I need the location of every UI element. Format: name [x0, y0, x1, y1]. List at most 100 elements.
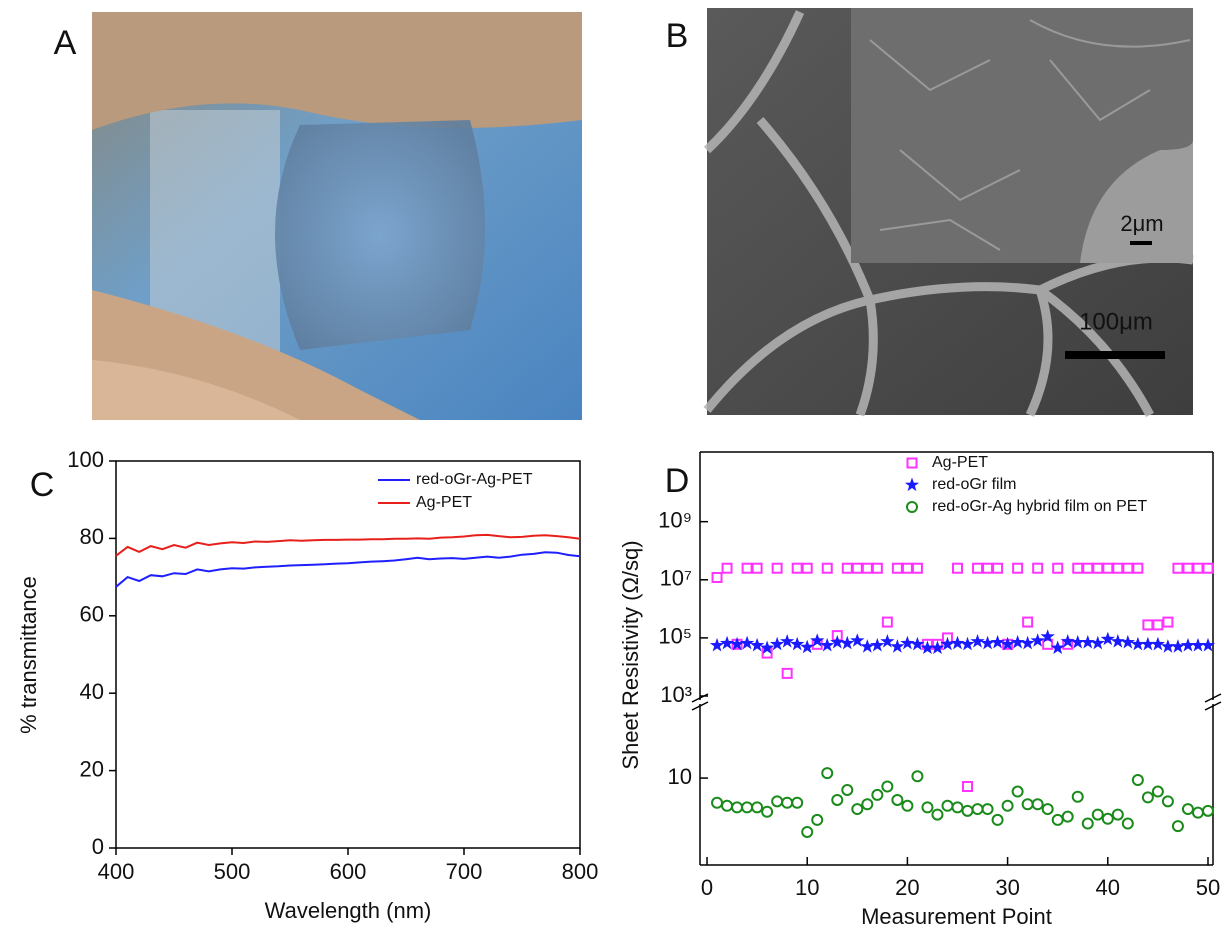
data-point [1180, 637, 1196, 652]
data-point [961, 804, 974, 817]
data-point [1100, 631, 1115, 646]
data-point [1112, 562, 1124, 574]
data-point [821, 767, 834, 780]
data-point [1150, 636, 1165, 651]
legend-label: Ag-PET [932, 454, 988, 471]
y-tick-label: 100 [67, 447, 104, 472]
data-point [741, 801, 754, 814]
data-point [721, 562, 733, 574]
x-tick-label: 50 [1196, 875, 1220, 900]
data-point [861, 798, 874, 811]
data-point [911, 562, 923, 574]
x-axis-label: Wavelength (nm) [265, 898, 432, 923]
data-point [1060, 634, 1075, 648]
data-point [740, 635, 755, 650]
x-tick-label: 0 [701, 875, 713, 900]
y-tick-label: 0 [92, 834, 104, 859]
data-point [1200, 637, 1216, 652]
data-point [1080, 634, 1095, 649]
axis-break [1204, 701, 1222, 711]
data-point [960, 636, 975, 651]
data-point [709, 637, 725, 652]
legend-label: red-oGr film [932, 476, 1016, 493]
data-point [1121, 817, 1134, 830]
panel-label: B [666, 17, 689, 55]
data-point [790, 636, 805, 651]
data-point [891, 562, 903, 574]
data-point [971, 803, 984, 816]
data-point [1130, 636, 1145, 651]
data-point [860, 639, 875, 653]
data-point [990, 634, 1005, 649]
data-point [791, 562, 803, 574]
y-tick-label: 10⁹ [658, 507, 692, 532]
data-point [1012, 562, 1024, 574]
y-tick-label: 20 [80, 756, 104, 781]
data-point [820, 637, 835, 652]
scale-label: 2μm [1120, 211, 1163, 236]
y-tick-label: 10³ [660, 682, 692, 707]
panel-label: D [665, 462, 690, 500]
plot-frame [115, 460, 581, 849]
data-point [992, 562, 1004, 574]
data-point [801, 825, 814, 838]
data-point [1171, 820, 1184, 833]
x-axis-label: Measurement Point [861, 904, 1052, 929]
data-point [850, 633, 865, 647]
data-point [972, 562, 984, 574]
data-point [981, 803, 994, 816]
data-point [901, 562, 913, 574]
x-tick-label: 600 [330, 859, 367, 884]
legend-label: Ag-PET [416, 494, 472, 511]
data-point [1192, 562, 1204, 574]
data-point [800, 639, 815, 654]
data-point [931, 808, 944, 821]
data-point [880, 634, 895, 648]
data-point [1072, 562, 1084, 574]
data-point [1092, 562, 1104, 574]
data-point [911, 770, 924, 783]
data-point [771, 795, 784, 808]
data-point [1122, 562, 1134, 574]
data-point [970, 634, 985, 648]
data-point [952, 562, 964, 574]
data-point [1091, 808, 1104, 821]
legend-label: red-oGr-Ag hybrid film on PET [932, 498, 1147, 515]
data-point [991, 813, 1004, 826]
y-tick-label: 40 [80, 679, 104, 704]
data-point [881, 780, 894, 793]
series-line [115, 533, 581, 557]
data-point [721, 799, 734, 812]
legend-swatch [904, 477, 920, 492]
y-tick-label: 80 [80, 524, 104, 549]
data-point [1142, 619, 1154, 631]
data-point [840, 635, 855, 650]
data-point [851, 562, 863, 574]
data-point [1141, 791, 1154, 804]
axis-break [691, 701, 709, 711]
data-point [871, 788, 884, 801]
data-point [731, 801, 744, 814]
data-point [1120, 634, 1135, 649]
y-tick-label: 10⁷ [660, 566, 692, 591]
data-point [1052, 562, 1064, 574]
data-point [841, 562, 853, 574]
data-point [982, 562, 994, 574]
data-point [1041, 803, 1054, 816]
data-point [770, 636, 785, 651]
axis-break [1204, 693, 1222, 703]
scale-label: 100μm [1079, 308, 1153, 335]
data-point [1190, 637, 1206, 652]
y-axis-label: Sheet Resistivity (Ω/sq) [618, 540, 643, 769]
data-point [761, 805, 774, 818]
data-point [901, 799, 914, 812]
data-point [1090, 635, 1105, 650]
data-point [1152, 619, 1164, 631]
data-point [1140, 636, 1155, 651]
x-tick-label: 10 [795, 875, 819, 900]
data-point [1082, 562, 1094, 574]
data-point [950, 635, 965, 650]
data-point [760, 640, 775, 654]
data-point [1001, 799, 1014, 812]
data-point [1161, 795, 1174, 808]
